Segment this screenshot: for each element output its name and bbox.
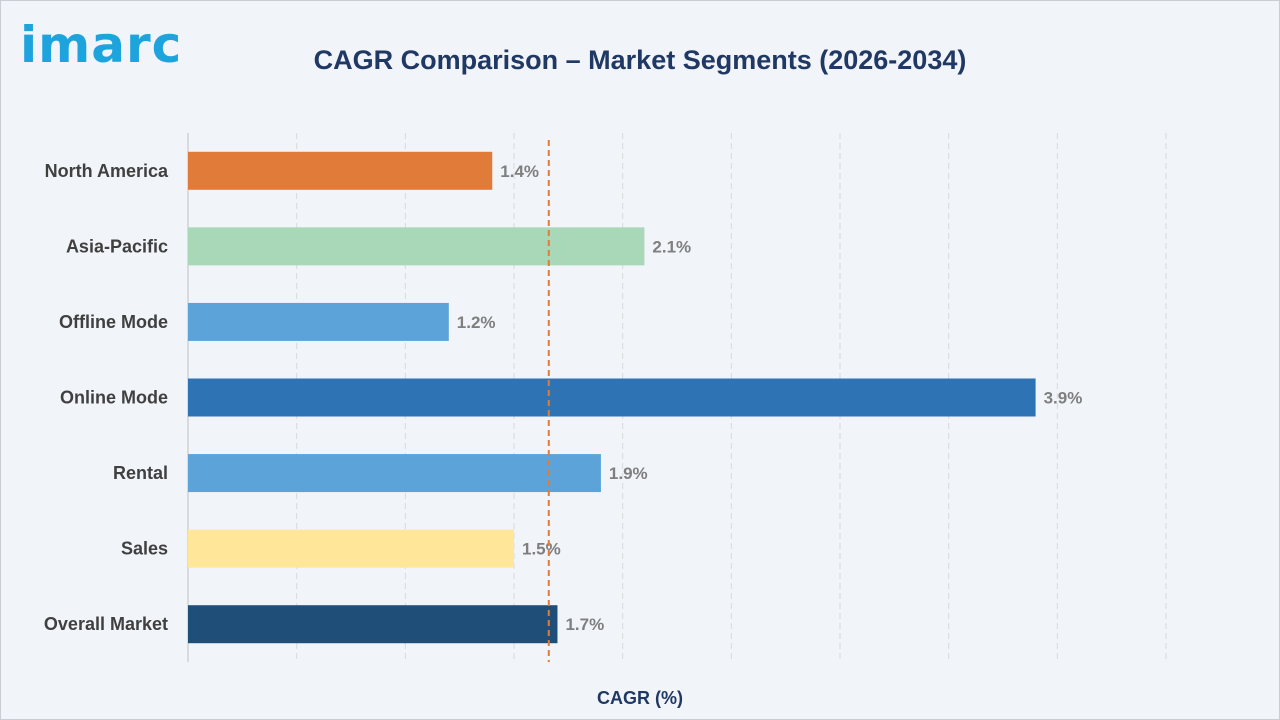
category-label: Asia-Pacific <box>66 236 168 256</box>
bar <box>188 454 601 493</box>
value-label: 1.4% <box>500 162 539 181</box>
value-label: 3.9% <box>1044 389 1083 408</box>
bar <box>188 529 514 568</box>
chart-title: CAGR Comparison – Market Segments (2026-… <box>313 45 967 75</box>
value-label: 1.7% <box>565 615 604 634</box>
bar <box>188 302 449 341</box>
category-label: Sales <box>121 539 168 559</box>
value-label: 1.2% <box>457 313 496 332</box>
category-label: Online Mode <box>60 388 168 408</box>
bar <box>188 151 493 190</box>
bar <box>188 227 645 266</box>
value-label: 1.5% <box>522 540 561 559</box>
bar <box>188 605 558 644</box>
category-label: Overall Market <box>44 614 168 634</box>
bar <box>188 378 1036 417</box>
category-label: Offline Mode <box>59 312 168 332</box>
category-label: North America <box>45 161 169 181</box>
category-label: Rental <box>113 463 168 483</box>
x-axis-title: CAGR (%) <box>597 688 683 708</box>
value-label: 1.9% <box>609 464 648 483</box>
value-label: 2.1% <box>652 237 691 256</box>
imarc-logo: imarc <box>20 16 183 74</box>
